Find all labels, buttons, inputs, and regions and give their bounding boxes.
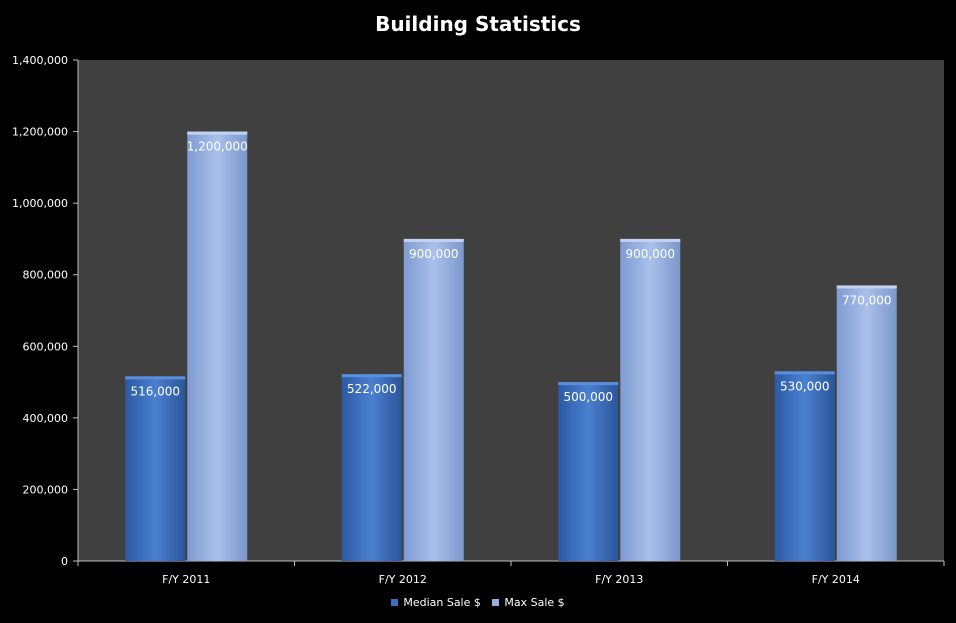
bar-median-sale <box>774 371 835 561</box>
data-label: 516,000 <box>130 384 180 398</box>
y-tick-label: 1,200,000 <box>12 126 68 139</box>
legend-label-max: Max Sale $ <box>504 596 565 609</box>
legend-swatch-max <box>492 599 500 606</box>
bar-cap <box>836 285 897 289</box>
data-label: 1,200,000 <box>187 140 248 154</box>
data-label: 770,000 <box>842 293 892 307</box>
bar-cap <box>403 238 464 242</box>
bar-cap <box>341 374 402 378</box>
x-tick-label: F/Y 2013 <box>595 573 643 586</box>
bar-median-sale <box>558 382 619 561</box>
y-tick-label: 400,000 <box>23 412 69 425</box>
legend: Median Sale $ Max Sale $ <box>0 596 956 609</box>
x-tick-label: F/Y 2011 <box>162 573 210 586</box>
legend-swatch-median <box>391 599 399 606</box>
data-label: 530,000 <box>780 379 830 393</box>
bar-cap <box>558 382 619 386</box>
y-tick-label: 200,000 <box>23 483 69 496</box>
legend-item-max: Max Sale $ <box>492 596 565 609</box>
y-tick-label: 1,400,000 <box>12 54 68 67</box>
legend-item-median: Median Sale $ <box>391 596 481 609</box>
bar-cap <box>187 131 248 135</box>
x-tick-label: F/Y 2014 <box>812 573 860 586</box>
bar-cap <box>620 238 681 242</box>
y-tick-label: 1,000,000 <box>12 197 68 210</box>
data-label: 900,000 <box>409 247 459 261</box>
data-label: 500,000 <box>563 390 613 404</box>
bar-median-sale <box>125 376 186 561</box>
bar-median-sale <box>341 374 402 561</box>
bar-max-sale <box>187 131 248 562</box>
y-tick-label: 0 <box>61 555 68 568</box>
x-tick-label: F/Y 2012 <box>379 573 427 586</box>
bar-max-sale <box>403 238 464 561</box>
bar-max-sale <box>836 285 897 561</box>
bar-cap <box>125 376 186 380</box>
y-tick-label: 600,000 <box>23 340 69 353</box>
data-label: 522,000 <box>347 382 397 396</box>
y-tick-label: 800,000 <box>23 269 69 282</box>
legend-label-median: Median Sale $ <box>403 596 481 609</box>
data-label: 900,000 <box>625 247 675 261</box>
chart-title: Building Statistics <box>375 12 581 36</box>
bar-max-sale <box>620 238 681 561</box>
bar-cap <box>774 371 835 375</box>
